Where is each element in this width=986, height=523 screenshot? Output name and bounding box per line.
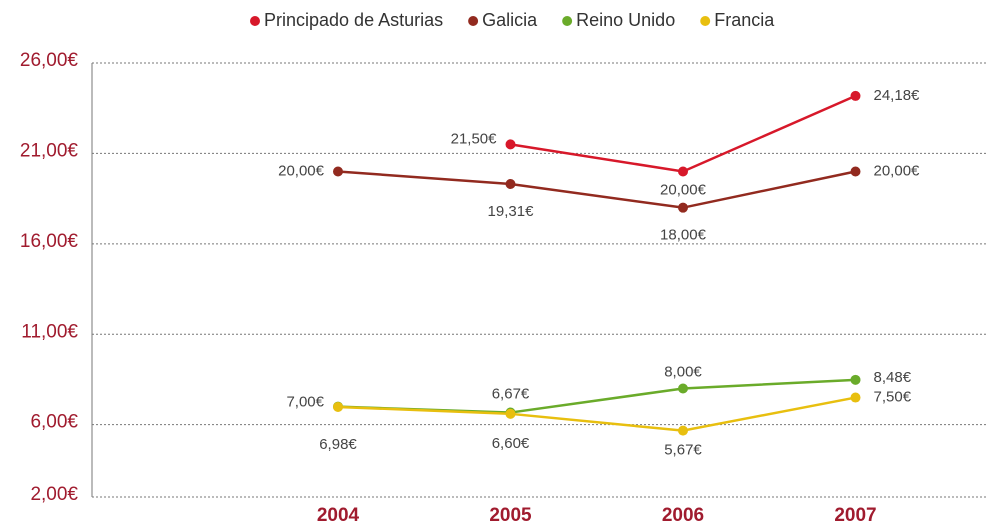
data-label: 18,00€ bbox=[660, 227, 707, 244]
data-point bbox=[505, 408, 516, 419]
y-tick-label: 21,00€ bbox=[20, 140, 79, 161]
y-tick-label: 2,00€ bbox=[30, 484, 78, 505]
data-label: 21,50€ bbox=[451, 130, 498, 147]
data-point bbox=[505, 139, 516, 150]
data-point bbox=[678, 383, 688, 394]
data-point bbox=[333, 166, 343, 177]
data-label: 8,48€ bbox=[874, 369, 912, 386]
x-tick-label: 2005 bbox=[489, 505, 532, 523]
data-point bbox=[678, 166, 688, 177]
legend-marker bbox=[468, 16, 479, 26]
data-point bbox=[850, 374, 861, 385]
data-label: 7,00€ bbox=[286, 394, 324, 411]
data-label: 5,67€ bbox=[664, 442, 702, 459]
legend-label: Galicia bbox=[482, 10, 538, 30]
legend-marker bbox=[250, 16, 260, 26]
data-label: 6,60€ bbox=[492, 435, 530, 452]
data-point bbox=[850, 166, 861, 177]
data-label: 20,00€ bbox=[874, 162, 921, 179]
data-point bbox=[333, 401, 343, 412]
data-point bbox=[678, 425, 688, 436]
data-label: 24,18€ bbox=[874, 87, 921, 104]
data-label: 6,67€ bbox=[492, 386, 530, 403]
series-line bbox=[510, 94, 857, 173]
data-label: 8,00€ bbox=[664, 363, 702, 380]
x-tick-label: 2006 bbox=[662, 505, 704, 523]
data-label: 6,98€ bbox=[319, 436, 357, 453]
y-tick-label: 11,00€ bbox=[21, 321, 78, 342]
y-tick-label: 26,00€ bbox=[20, 50, 79, 71]
legend-marker bbox=[700, 16, 711, 26]
data-label: 19,31€ bbox=[488, 203, 535, 220]
legend-label: Principado de Asturias bbox=[264, 10, 443, 30]
data-point bbox=[850, 90, 861, 101]
data-point bbox=[678, 202, 688, 213]
x-tick-label: 2004 bbox=[317, 505, 360, 523]
x-tick-label: 2007 bbox=[834, 505, 876, 523]
data-label: 7,50€ bbox=[874, 389, 912, 406]
legend-label: Francia bbox=[714, 10, 775, 30]
data-label: 20,00€ bbox=[278, 162, 325, 179]
series-line bbox=[337, 170, 856, 209]
series-line bbox=[337, 378, 856, 414]
data-point bbox=[850, 392, 861, 403]
data-point bbox=[505, 178, 516, 189]
legend-marker bbox=[562, 16, 573, 26]
y-tick-label: 16,00€ bbox=[20, 231, 79, 252]
y-tick-label: 6,00€ bbox=[30, 412, 78, 433]
data-label: 20,00€ bbox=[660, 181, 707, 198]
legend-label: Reino Unido bbox=[576, 10, 675, 30]
series-line bbox=[337, 396, 856, 432]
